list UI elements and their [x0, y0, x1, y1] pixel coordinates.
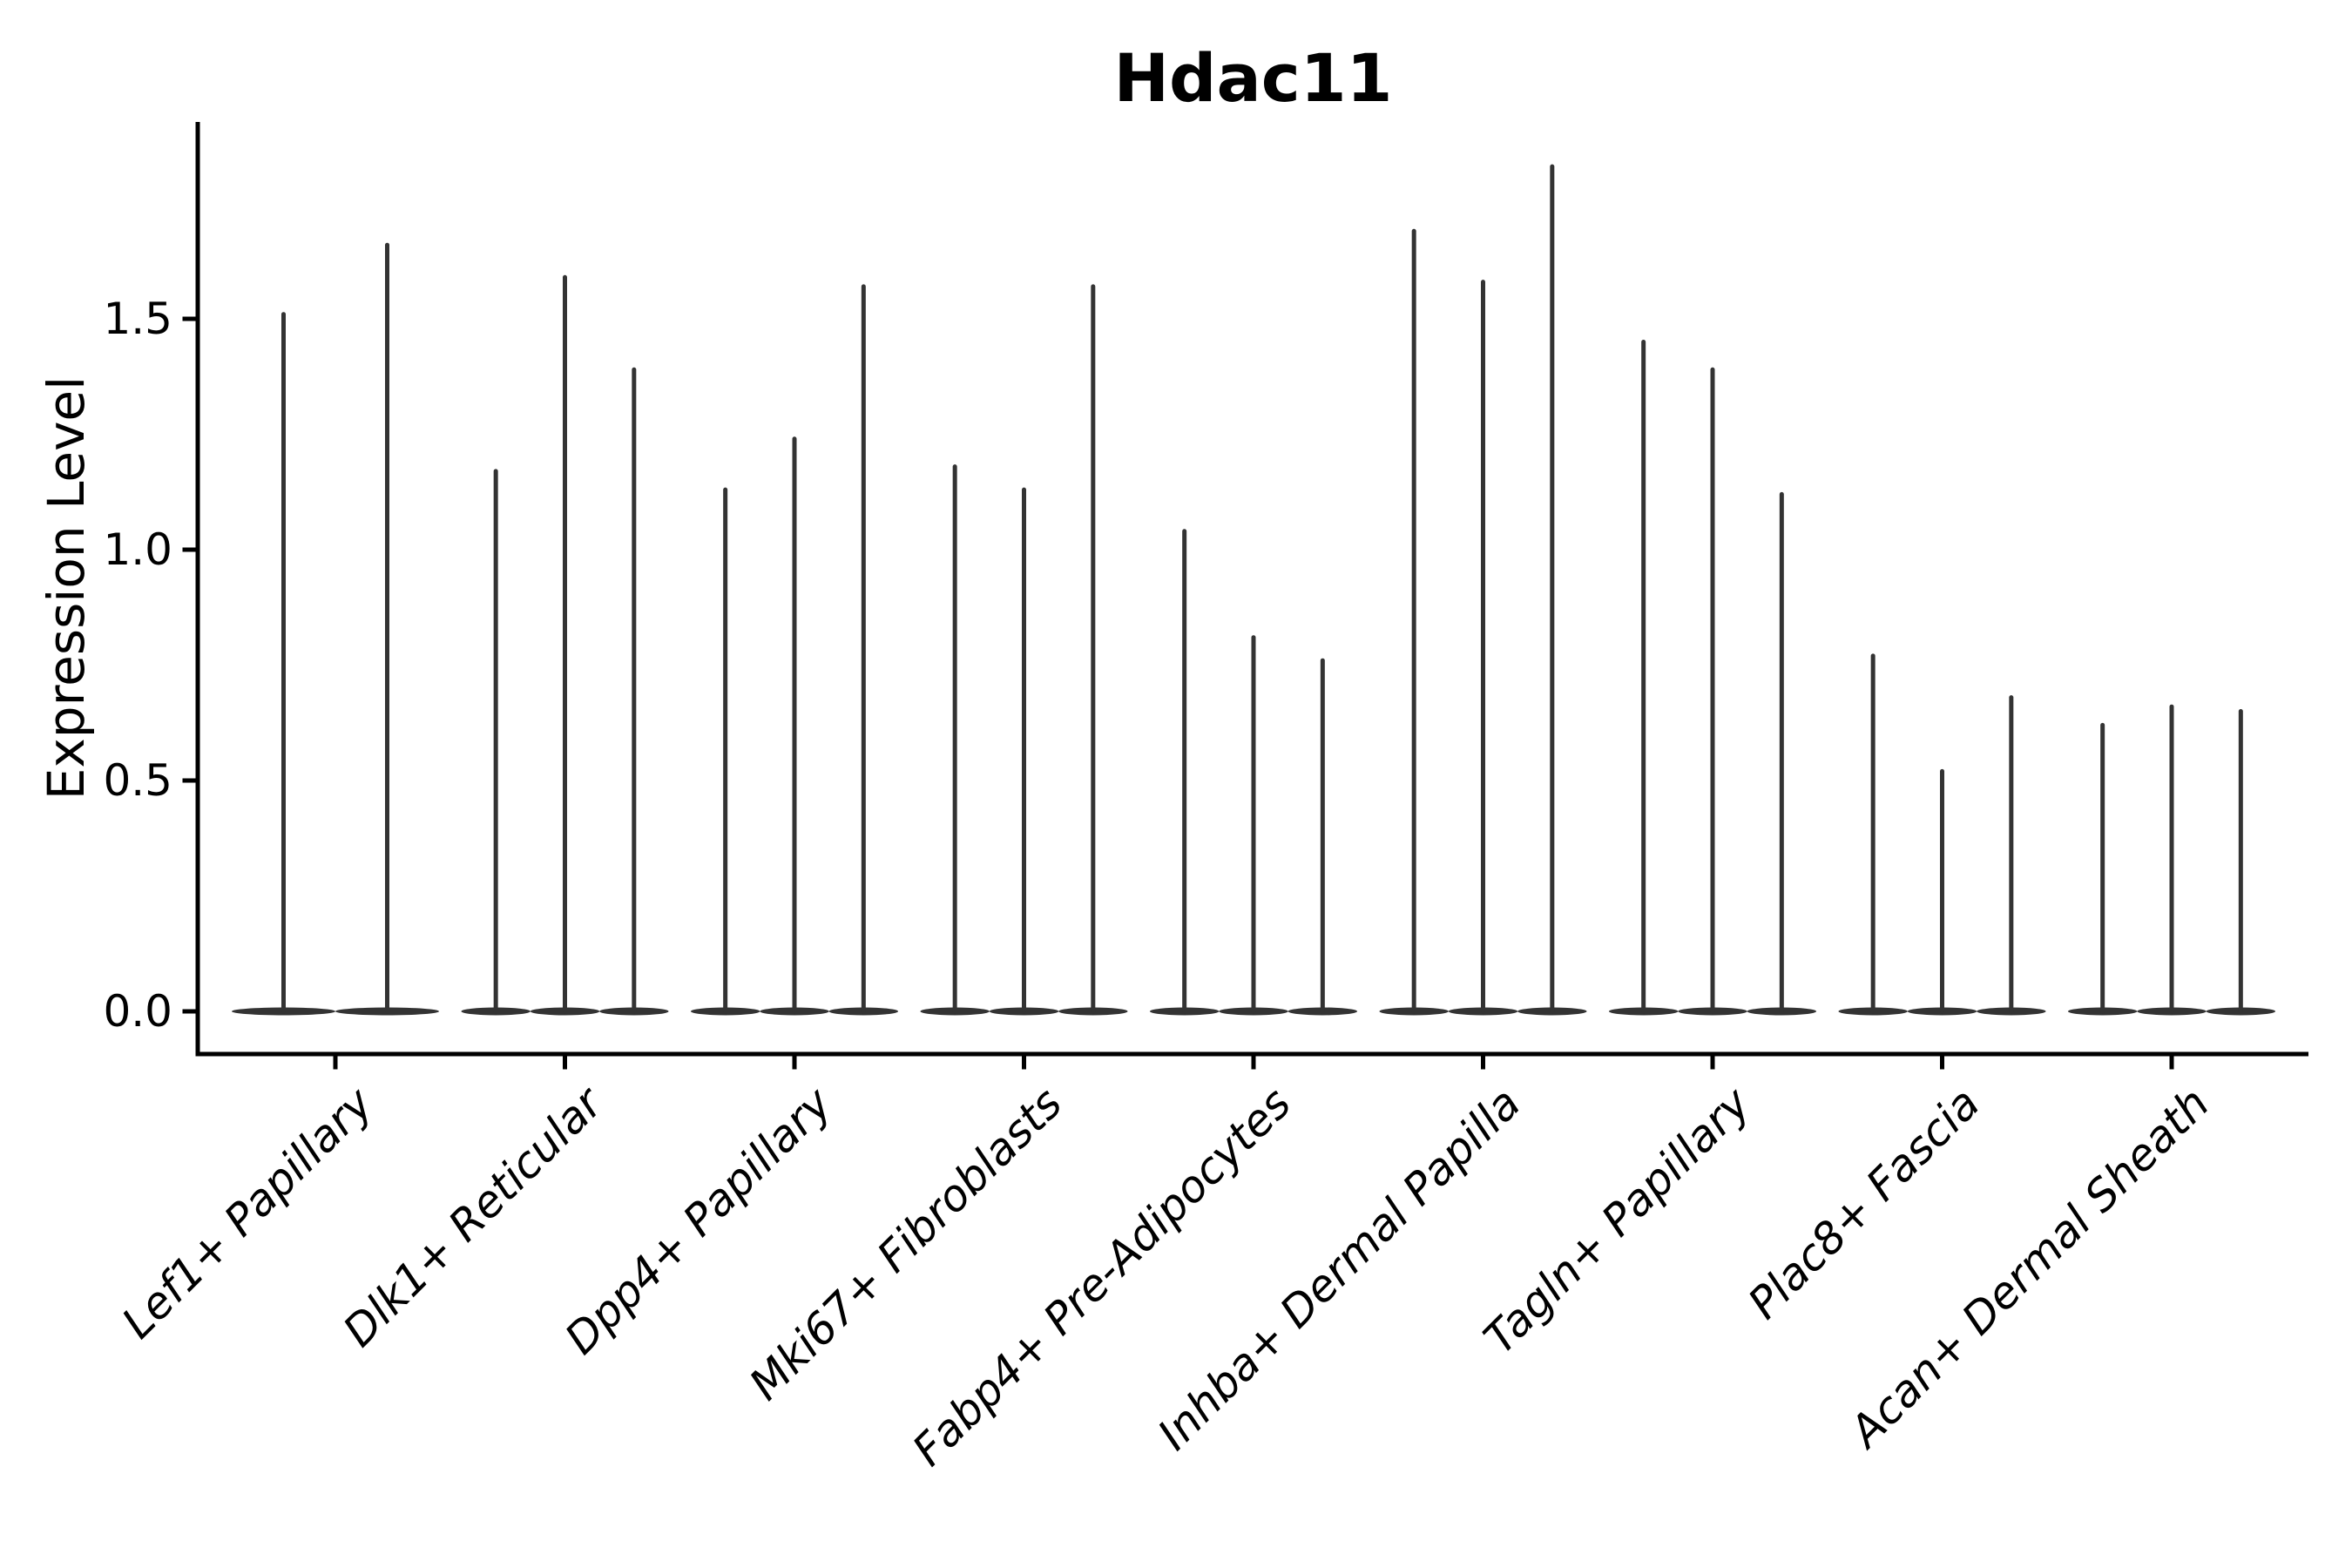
y-tick-label: 1.0 [103, 524, 172, 575]
y-tick-label: 0.0 [103, 986, 172, 1037]
chart-title: Hdac11 [1113, 39, 1393, 117]
y-axis-label: Expression Level [37, 375, 96, 801]
y-tick-label: 1.5 [103, 294, 172, 344]
y-tick-label: 0.5 [103, 755, 172, 806]
